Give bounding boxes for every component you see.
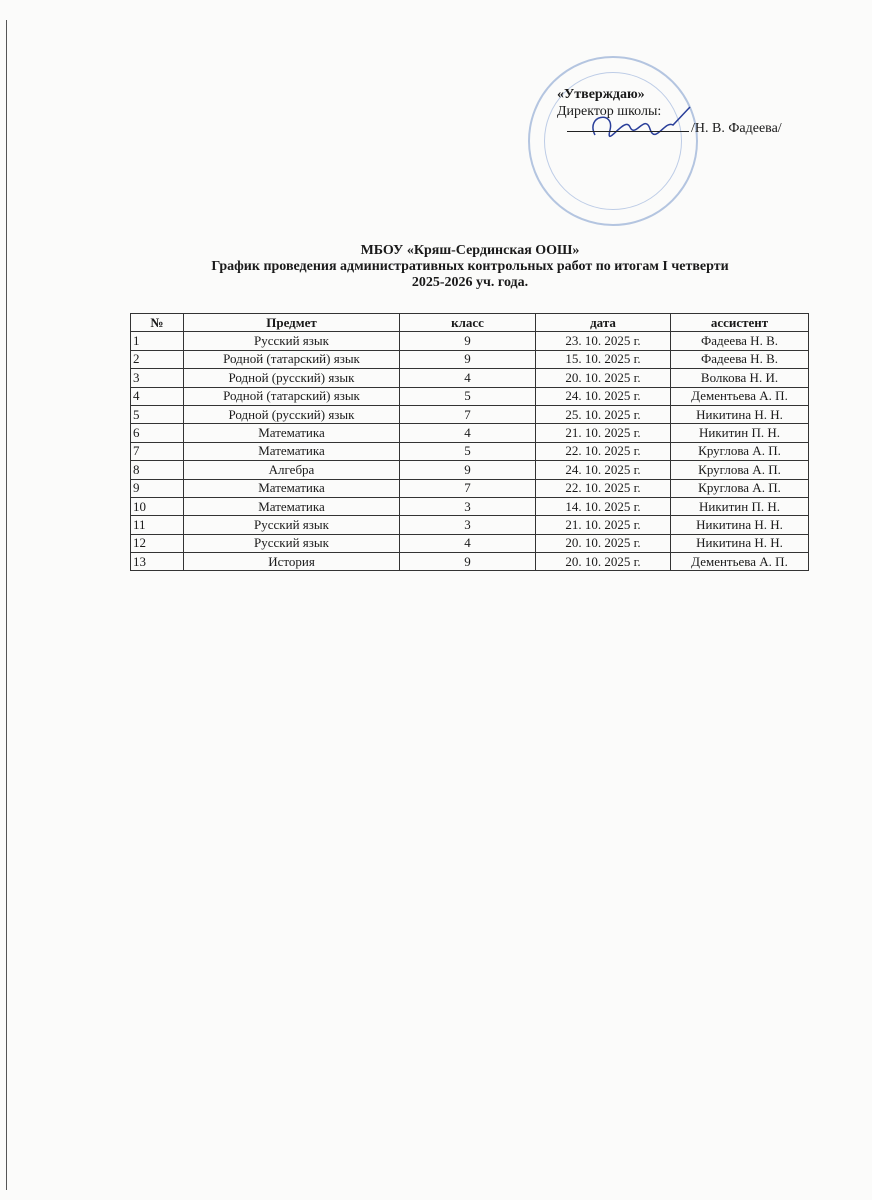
cell-col-subject: Математика [183,496,400,517]
signature-line [567,131,689,132]
cell-col-number: 4 [130,386,184,406]
table-header-row: № Предмет класс дата ассистент [130,312,809,333]
cell-col-subject: Математика [183,478,400,498]
cell-col-number: 3 [130,368,184,388]
cell-col-grade: 9 [399,349,536,370]
signature [592,106,691,138]
cell-col-date: 20. 10. 2025 г. [535,368,671,388]
header-col-subject: Предмет [183,312,400,333]
document-header: МБОУ «Кряш-Сердинская ООШ» График провед… [0,243,872,291]
cell-col-grade: 9 [399,331,536,351]
cell-col-number: 11 [130,515,184,535]
cell-col-number: 10 [130,496,184,517]
cell-col-date: 15. 10. 2025 г. [535,349,671,370]
cell-col-subject: Родной (татарский) язык [183,349,400,370]
cell-col-grade: 3 [399,496,536,517]
director-name: /Н. В. Фадеева/ [691,121,782,136]
cell-col-grade: 3 [399,515,536,535]
table-row: 13 История 9 20. 10. 2025 г. Дементьева А. П… [130,552,809,572]
cell-col-number: 13 [130,552,184,572]
cell-col-grade: 5 [399,441,536,462]
cell-col-assistant: Никитина Н. Н. [670,533,809,554]
cell-col-date: 24. 10. 2025 г. [535,386,671,406]
table-row: 1 Русский язык 9 23. 10. 2025 г. Фадеева Н. … [130,331,809,351]
cell-col-date: 20. 10. 2025 г. [535,533,671,554]
cell-col-grade: 4 [399,423,536,443]
cell-col-number: 8 [130,460,184,480]
header-col-assistant: ассистент [670,312,809,333]
table-row: 11 Русский язык 3 21. 10. 2025 г. Никитина Н… [130,515,809,535]
cell-col-subject: Родной (русский) язык [183,368,400,388]
cell-col-date: 14. 10. 2025 г. [535,496,671,517]
cell-col-number: 6 [130,423,184,443]
cell-col-assistant: Никитина Н. Н. [670,404,809,425]
cell-col-number: 5 [130,404,184,425]
cell-col-number: 12 [130,533,184,554]
table-row: 8 Алгебра 9 24. 10. 2025 г. Круглова А. П. [130,460,809,480]
cell-col-assistant: Круглова А. П. [670,478,809,498]
cell-col-assistant: Дементьева А. П. [670,386,809,406]
cell-col-subject: Родной (русский) язык [183,404,400,425]
header-col-number: № [130,312,184,333]
cell-col-subject: Родной (татарский) язык [183,386,400,406]
cell-col-assistant: Никитина Н. Н. [670,515,809,535]
cell-col-assistant: Никитин П. Н. [670,423,809,443]
school-year: 2025-2026 уч. года. [411,275,529,290]
header-col-date: дата [535,312,671,333]
cell-col-subject: Русский язык [183,533,400,554]
cell-col-date: 24. 10. 2025 г. [535,460,671,480]
cell-col-assistant: Круглова А. П. [670,441,809,462]
table-row: 12 Русский язык 4 20. 10. 2025 г. Никитина Н… [130,533,809,554]
school-stamp [528,56,698,226]
cell-col-date: 21. 10. 2025 г. [535,515,671,535]
cell-col-subject: Русский язык [183,331,400,351]
cell-col-subject: Математика [183,441,400,462]
cell-col-assistant: Никитин П. Н. [670,496,809,517]
schedule-table: № Предмет класс дата ассистент 1 Русский язык… [130,312,809,572]
cell-col-date: 21. 10. 2025 г. [535,423,671,443]
cell-col-grade: 7 [399,478,536,498]
cell-col-assistant: Фадеева Н. В. [670,349,809,370]
org-name: МБОУ «Кряш-Сердинская ООШ» [360,243,580,258]
table-row: 5 Родной (русский) язык 7 25. 10. 2025 г. Ни… [130,404,809,425]
cell-col-assistant: Волкова Н. И. [670,368,809,388]
cell-col-grade: 5 [399,386,536,406]
cell-col-grade: 7 [399,404,536,425]
cell-col-date: 22. 10. 2025 г. [535,478,671,498]
scan-edge [6,20,7,1190]
cell-col-subject: Математика [183,423,400,443]
table-row: 3 Родной (русский) язык 4 20. 10. 2025 г. Во… [130,368,809,388]
table-row: 10 Математика 3 14. 10. 2025 г. Никитин П. Н… [130,496,809,517]
cell-col-grade: 4 [399,368,536,388]
cell-col-number: 9 [130,478,184,498]
cell-col-assistant: Дементьева А. П. [670,552,809,572]
table-row: 2 Родной (татарский) язык 9 15. 10. 2025 г.… [130,349,809,370]
table-row: 9 Математика 7 22. 10. 2025 г. Круглова А. П… [130,478,809,498]
cell-col-grade: 4 [399,533,536,554]
approval-title: «Утверждаю» [557,87,645,102]
table-row: 6 Математика 4 21. 10. 2025 г. Никитин П. Н. [130,423,809,443]
document-title: График проведения административных контр… [211,259,729,274]
cell-col-assistant: Фадеева Н. В. [670,331,809,351]
cell-col-subject: Алгебра [183,460,400,480]
table-row: 4 Родной (татарский) язык 5 24. 10. 2025 г.… [130,386,809,406]
cell-col-date: 20. 10. 2025 г. [535,552,671,572]
approval-position: Директор школы: [557,104,662,119]
cell-col-assistant: Круглова А. П. [670,460,809,480]
cell-col-subject: Русский язык [183,515,400,535]
cell-col-number: 7 [130,441,184,462]
cell-col-grade: 9 [399,552,536,572]
cell-col-grade: 9 [399,460,536,480]
header-col-grade: класс [399,312,536,333]
cell-col-date: 22. 10. 2025 г. [535,441,671,462]
cell-col-number: 2 [130,349,184,370]
cell-col-subject: История [183,552,400,572]
approval-block: «Утверждаю» Директор школы: /Н. В. Фадее… [557,86,782,137]
cell-col-date: 25. 10. 2025 г. [535,404,671,425]
cell-col-date: 23. 10. 2025 г. [535,331,671,351]
table-row: 7 Математика 5 22. 10. 2025 г. Круглова А. П… [130,441,809,462]
cell-col-number: 1 [130,331,184,351]
